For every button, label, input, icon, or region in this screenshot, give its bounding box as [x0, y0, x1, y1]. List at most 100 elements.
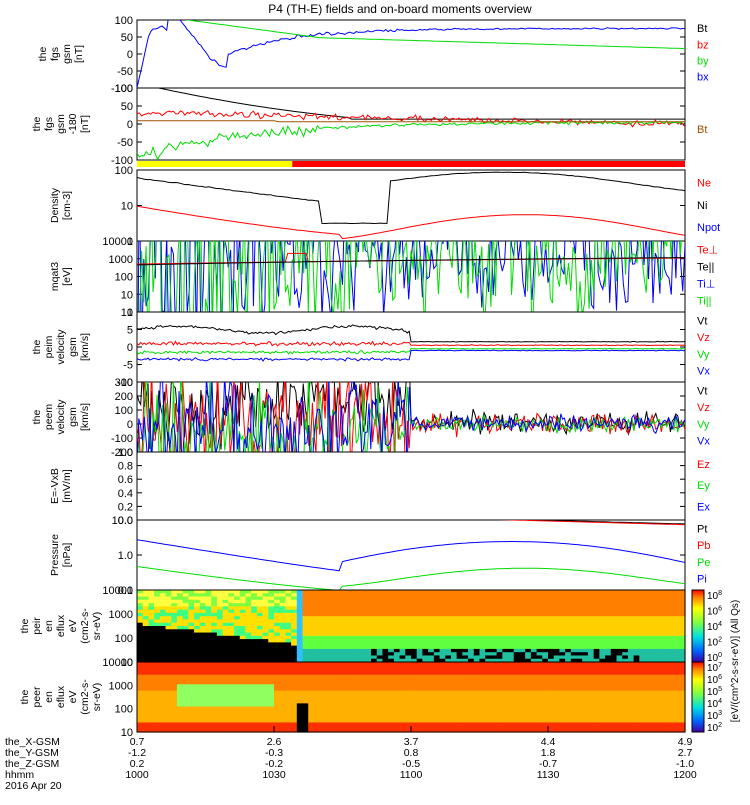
spectro-cell: [456, 599, 463, 604]
spectro-cell: [405, 645, 412, 650]
spectro-cell: [171, 626, 178, 630]
spectro-cell: [502, 593, 509, 598]
spectro-cell: [159, 674, 167, 679]
spectro-cell: [496, 639, 503, 643]
y-tick-label: 1000: [109, 680, 133, 692]
spectro-cell: [450, 590, 458, 594]
spectro-cell: [393, 665, 401, 669]
spectro-cell: [296, 596, 304, 601]
spectro-cell: [331, 700, 338, 704]
spectro-cell: [285, 609, 292, 614]
spectro-cell: [536, 645, 543, 650]
spectro-cell: [570, 603, 578, 607]
spectro-cell: [439, 693, 446, 698]
spectro-cell: [308, 677, 315, 682]
spectro-cell: [542, 725, 549, 730]
spectro-cell: [302, 658, 309, 663]
spectro-cell: [650, 606, 658, 611]
spectro-cell: [599, 677, 606, 682]
spectro-cell: [548, 593, 555, 598]
spectro-cell: [496, 728, 503, 733]
y-tick-label: 10000: [102, 585, 133, 597]
spectro-cell: [650, 690, 658, 695]
spectro-cell: [165, 722, 172, 727]
spectro-cell: [645, 603, 652, 607]
spectro-cell: [513, 590, 521, 594]
spectro-cell: [633, 596, 640, 601]
spectro-cell: [308, 590, 315, 594]
spectro-cell: [165, 712, 172, 717]
spectro-cell: [393, 648, 401, 653]
spectro-cell: [365, 703, 372, 708]
spectro-cell: [399, 674, 406, 679]
spectro-cell: [616, 590, 623, 594]
spectro-cell: [205, 658, 212, 663]
spectro-cell: [536, 662, 543, 666]
spectro-cell: [313, 612, 321, 617]
spectro-cell: [137, 687, 144, 692]
spectro-cell: [536, 709, 543, 714]
spectro-cell: [148, 612, 155, 617]
spectro-cell: [194, 622, 201, 627]
spectro-cell: [559, 706, 566, 711]
spectro-cell: [468, 697, 475, 701]
spectro-cell: [205, 645, 212, 650]
spectro-cell: [274, 674, 281, 679]
spectro-cell: [176, 662, 184, 666]
spectro-cell: [371, 677, 378, 682]
spectro-cell: [359, 593, 366, 598]
spectro-cell: [656, 635, 663, 640]
x-tick-Z: -1.0: [676, 758, 694, 770]
spectro-cell: [548, 655, 555, 660]
spectro-cell: [542, 612, 549, 617]
spectro-cell: [268, 606, 275, 611]
spectro-cell: [468, 609, 475, 614]
spectro-cell: [222, 590, 229, 594]
spectro-cell: [616, 629, 623, 634]
spectro-cell: [411, 603, 418, 607]
spectro-cell: [319, 681, 326, 685]
spectro-cell: [490, 693, 498, 698]
spectro-cell: [627, 674, 635, 679]
spectro-cell: [542, 722, 549, 727]
spectro-cell: [570, 687, 578, 692]
spectro-cell: [234, 612, 241, 617]
spectro-cell: [605, 629, 612, 634]
spectro-cell: [673, 677, 680, 682]
spectro-cell: [645, 629, 652, 634]
spectro-cell: [171, 616, 178, 621]
spectro-cell: [256, 665, 264, 669]
spectro-cell: [279, 716, 287, 720]
spectro-cell: [439, 596, 446, 601]
spectro-cell: [348, 668, 355, 673]
spectro-cell: [411, 619, 418, 624]
spectro-cell: [382, 645, 389, 650]
spectro-cell: [302, 716, 309, 720]
spectro-cell: [479, 648, 486, 653]
spectro-cell: [553, 687, 561, 692]
spectro-cell: [291, 609, 298, 614]
spectro-cell: [565, 668, 572, 673]
spectro-cell: [519, 590, 526, 594]
spectro-cell: [148, 658, 155, 663]
spectro-cell: [262, 658, 269, 663]
spectro-cell: [673, 606, 680, 611]
spectro-cell: [199, 658, 207, 663]
spectro-cell: [239, 612, 247, 617]
spectro-cell: [279, 671, 287, 676]
spectro-cell: [473, 712, 481, 717]
spectro-cell: [662, 684, 669, 689]
spectro-cell: [422, 716, 429, 720]
spectro-cell: [262, 687, 269, 692]
spectro-cell: [570, 629, 578, 634]
spectro-cell: [171, 612, 178, 617]
spectro-cell: [182, 703, 189, 708]
spectro-cell: [462, 606, 469, 611]
spectro-cell: [416, 626, 424, 630]
spectro-cell: [336, 645, 344, 650]
spectro-cell: [262, 655, 269, 660]
spectro-cell: [502, 590, 509, 594]
spectro-cell: [422, 658, 429, 663]
spectro-cell: [302, 652, 309, 657]
spectro-cell: [256, 635, 264, 640]
